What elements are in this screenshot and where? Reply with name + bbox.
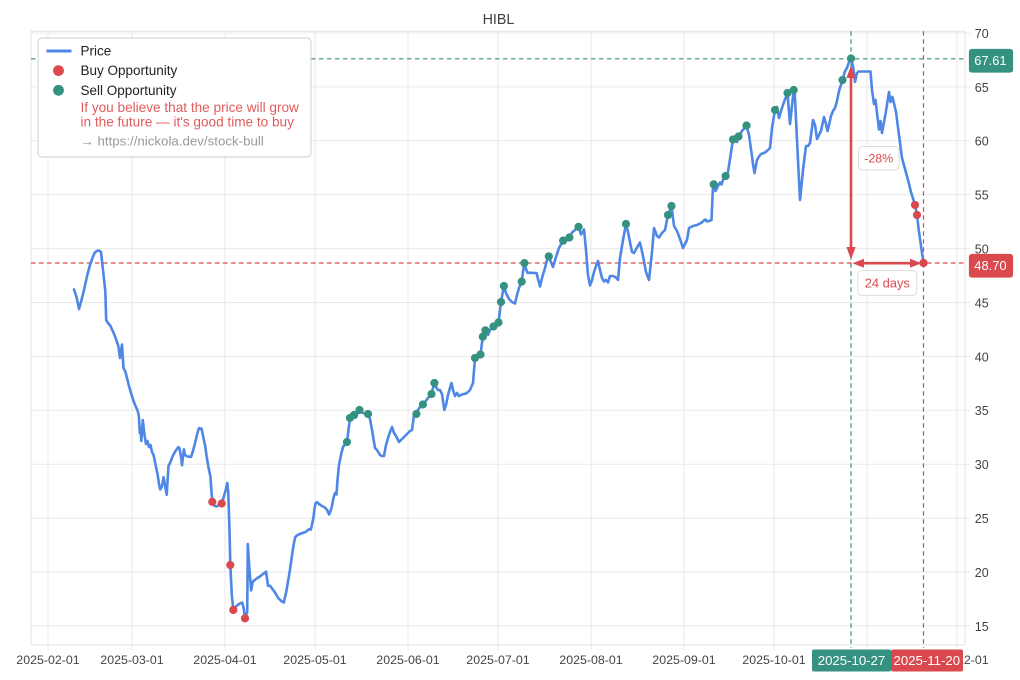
svg-text:2025-06-01: 2025-06-01 <box>376 653 439 667</box>
svg-text:2025-07-01: 2025-07-01 <box>466 653 529 667</box>
svg-text:30: 30 <box>975 458 989 472</box>
svg-text:Sell Opportunity: Sell Opportunity <box>81 83 177 98</box>
svg-text:24 days: 24 days <box>865 276 910 291</box>
svg-text:2025-04-01: 2025-04-01 <box>193 653 256 667</box>
svg-text:2025-08-01: 2025-08-01 <box>559 653 622 667</box>
svg-text:70: 70 <box>975 27 989 41</box>
svg-text:2025-10-01: 2025-10-01 <box>742 653 805 667</box>
svg-text:in the future — it's good time: in the future — it's good time to buy <box>81 115 295 130</box>
svg-text:60: 60 <box>975 135 989 149</box>
svg-text:2025-09-01: 2025-09-01 <box>652 653 715 667</box>
svg-text:40: 40 <box>975 350 989 364</box>
svg-text:HIBL: HIBL <box>483 12 515 28</box>
svg-text:2025-02-01: 2025-02-01 <box>16 653 79 667</box>
svg-text:25: 25 <box>975 512 989 526</box>
svg-text:2025-11-20: 2025-11-20 <box>894 653 960 668</box>
svg-text:2025-10-27: 2025-10-27 <box>818 653 885 668</box>
svg-text:48.70: 48.70 <box>974 258 1006 273</box>
svg-text:20: 20 <box>975 566 989 580</box>
svg-text:If you believe that the price: If you believe that the price will grow <box>81 100 300 115</box>
svg-text:Buy Opportunity: Buy Opportunity <box>81 63 178 78</box>
svg-text:55: 55 <box>975 189 989 203</box>
svg-text:45: 45 <box>975 296 989 310</box>
svg-text:67.61: 67.61 <box>974 53 1006 68</box>
svg-text:Price: Price <box>81 43 112 58</box>
svg-text:-28%: -28% <box>864 152 893 166</box>
svg-text:50: 50 <box>975 243 989 257</box>
svg-text:35: 35 <box>975 404 989 418</box>
svg-text:→ https://nickola.dev/stock-bu: → https://nickola.dev/stock-bull <box>81 134 264 149</box>
svg-text:65: 65 <box>975 81 989 95</box>
svg-text:2025-03-01: 2025-03-01 <box>100 653 163 667</box>
svg-text:15: 15 <box>975 620 989 634</box>
svg-text:2025-05-01: 2025-05-01 <box>283 653 346 667</box>
